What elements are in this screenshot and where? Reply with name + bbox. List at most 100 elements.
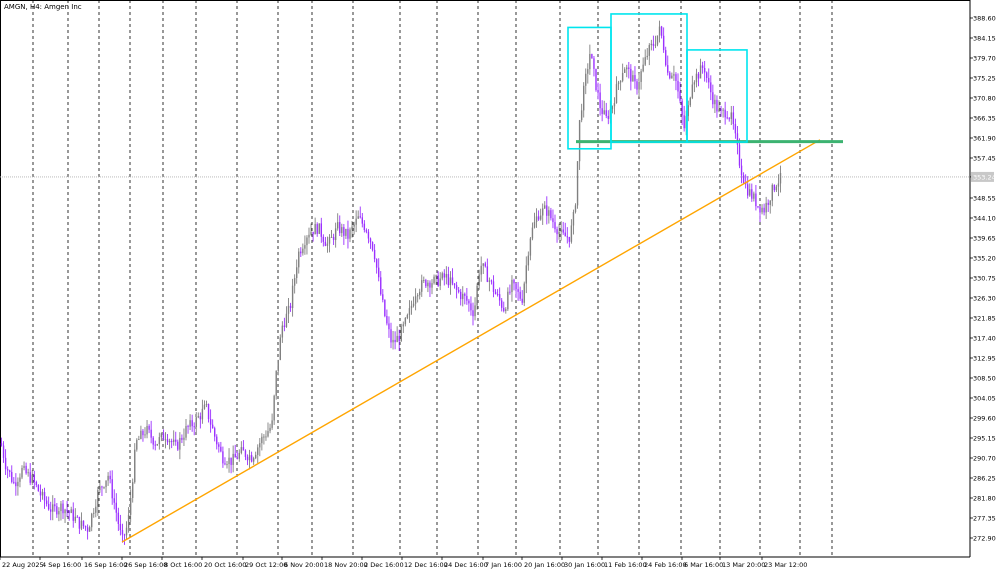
candle (238, 449, 240, 462)
candle-body (234, 453, 236, 458)
candle (414, 288, 417, 311)
candle (460, 288, 462, 306)
candle (777, 174, 780, 197)
y-tick-label: 295.15 (973, 435, 996, 443)
candle (330, 229, 333, 238)
candle-body (84, 526, 87, 528)
candle-body (632, 75, 634, 82)
candle-body (621, 72, 624, 81)
candle (484, 261, 486, 268)
candle-body (158, 437, 161, 445)
candle-body (23, 465, 25, 468)
candle (703, 60, 706, 82)
candle (486, 258, 489, 283)
candle (250, 451, 253, 463)
candle (408, 300, 411, 323)
candle-body (675, 74, 677, 81)
candle (95, 499, 97, 518)
candle-body (427, 282, 429, 287)
y-tick-label: 379.70 (973, 55, 996, 63)
x-tick-label: 6 Mar 16:00 (684, 561, 723, 569)
candle-body (363, 223, 366, 231)
candle (675, 72, 677, 91)
candle-body (43, 492, 46, 501)
candle-body (728, 118, 730, 120)
candle-body (275, 370, 277, 396)
candle (43, 487, 46, 509)
candle (501, 298, 503, 312)
candle (718, 100, 720, 113)
candle-body (667, 65, 669, 73)
candle-body (216, 436, 218, 445)
candle (302, 243, 304, 256)
candle (429, 280, 431, 297)
candle (634, 66, 636, 89)
x-tick-label: 12 Dec 16:00 (404, 561, 448, 569)
candle (400, 323, 402, 342)
candle (619, 80, 622, 91)
candle-body (0, 443, 3, 446)
candle (80, 512, 83, 531)
candle (347, 220, 349, 249)
candle (716, 95, 718, 118)
candle (550, 207, 552, 221)
candle-body (644, 57, 646, 65)
candle (496, 289, 499, 297)
candle-body (152, 437, 154, 445)
candle (726, 110, 728, 120)
candle-body (261, 436, 263, 444)
candle (9, 469, 11, 477)
candle (480, 256, 482, 282)
candle (74, 508, 76, 524)
candle (630, 64, 632, 91)
y-tick-label: 299.60 (973, 415, 996, 423)
candle (39, 484, 42, 502)
candle-body (423, 280, 425, 282)
candle (388, 316, 390, 338)
candle (650, 39, 653, 51)
candle-body (68, 511, 70, 513)
candle (209, 409, 212, 433)
candle (482, 263, 484, 275)
candle-body (33, 474, 35, 482)
candle (628, 61, 630, 79)
candle-body (523, 283, 525, 303)
candle (605, 102, 607, 119)
candle (357, 210, 359, 220)
candle-body (337, 222, 339, 229)
candle-body (488, 280, 491, 282)
candle-body (587, 69, 589, 74)
candle (134, 443, 136, 484)
candle-body (125, 527, 128, 536)
candle-body (660, 26, 663, 36)
candle-body (367, 231, 370, 239)
candle-body (54, 504, 56, 507)
candle-body (250, 455, 253, 462)
candle (595, 68, 597, 92)
candle (599, 83, 601, 116)
candle-body (494, 291, 497, 294)
candle-body (296, 267, 298, 279)
candle-body (66, 509, 68, 512)
candle-body (361, 217, 363, 224)
candle-body (429, 282, 431, 288)
y-tick-label: 312.95 (973, 355, 996, 363)
candle (324, 236, 327, 247)
uptrend-line (121, 139, 821, 543)
candle-body (724, 109, 726, 118)
candle (757, 206, 759, 209)
candle (78, 516, 81, 534)
y-tick-label: 370.80 (973, 95, 996, 103)
candle (224, 457, 226, 466)
x-tick-label: 20 Jan 16:00 (524, 561, 565, 569)
candle (492, 275, 495, 298)
candle (320, 217, 322, 243)
candle (369, 237, 372, 249)
candle (626, 64, 628, 78)
candle-body (472, 310, 474, 317)
candle-body (191, 420, 193, 427)
y-tick-label: 361.90 (973, 135, 996, 143)
candle (218, 442, 220, 453)
